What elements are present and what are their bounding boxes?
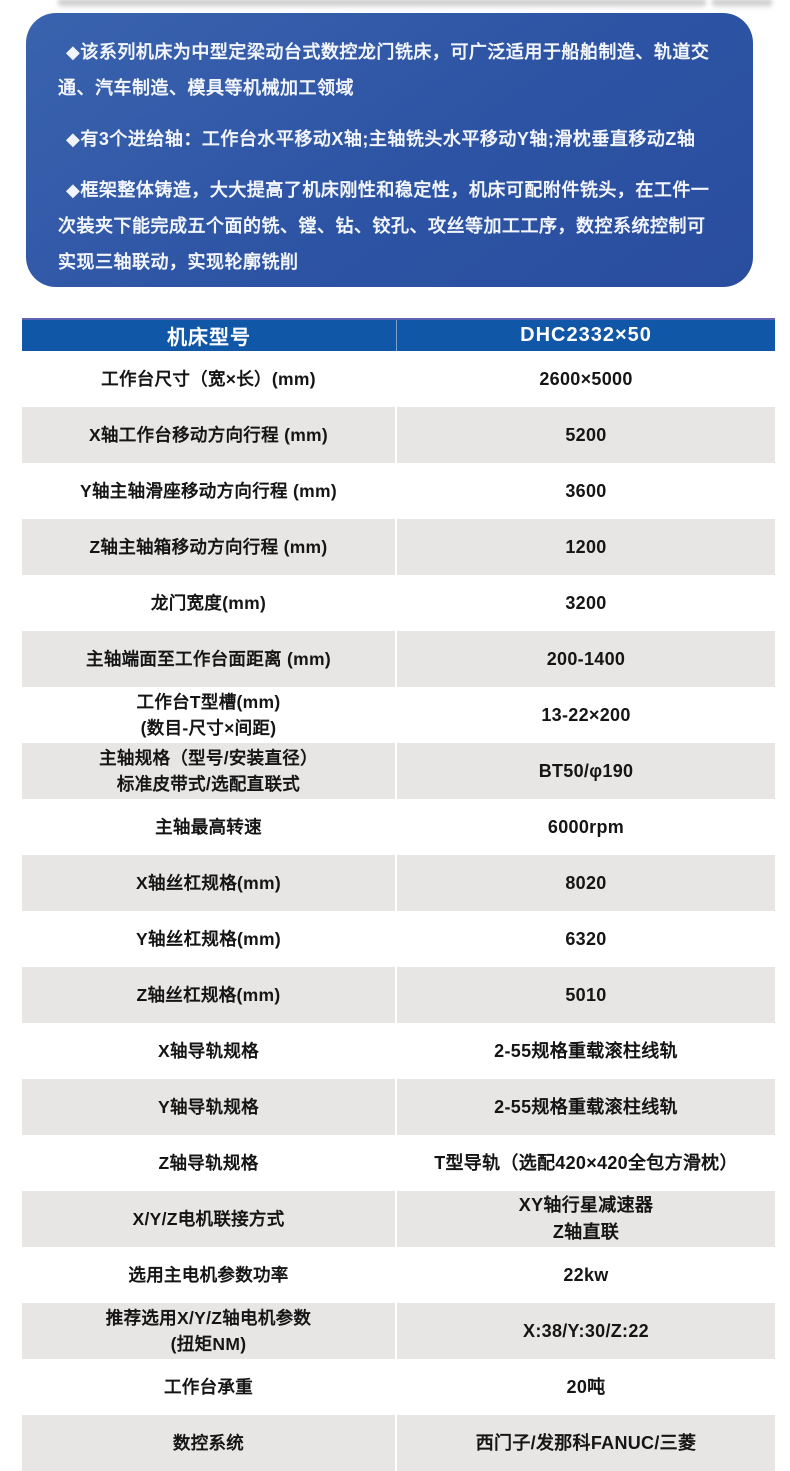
spec-label-cell: Z轴导轨规格	[22, 1135, 397, 1191]
spec-table-header-row: 机床型号 DHC2332×50	[22, 318, 775, 351]
spec-label-cell: 工作台承重	[22, 1359, 397, 1415]
spec-value-cell: 22kw	[563, 1264, 609, 1285]
spec-label-cell: Y轴主轴滑座移动方向行程 (mm)	[22, 463, 397, 519]
spec-label-cell: 数控系统	[22, 1415, 397, 1471]
spec-label-cell: 工作台尺寸（宽×长）(mm)	[22, 351, 397, 407]
spec-table-header-model-value: DHC2332×50	[520, 324, 652, 346]
table-row: 工作台尺寸（宽×长）(mm) 2600×5000	[22, 351, 775, 407]
spec-value-cell: 13-22×200	[541, 704, 631, 725]
table-row: X/Y/Z电机联接方式 XY轴行星减速器 Z轴直联	[22, 1191, 775, 1247]
spec-value-cell: 8020	[565, 872, 607, 893]
table-row: X轴丝杠规格(mm) 8020	[22, 855, 775, 911]
table-row: X轴工作台移动方向行程 (mm) 5200	[22, 407, 775, 463]
spec-label-cell: Y轴导轨规格	[22, 1079, 397, 1135]
table-row: 选用主电机参数功率 22kw	[22, 1247, 775, 1303]
spec-value-cell: 2-55规格重载滚柱线轨	[494, 1040, 678, 1061]
spec-value-cell: XY轴行星减速器 Z轴直联	[518, 1195, 654, 1242]
spec-label-cell: 主轴端面至工作台面距离 (mm)	[22, 631, 397, 687]
spec-value-cell: 6000rpm	[547, 816, 625, 837]
spec-label-cell: X/Y/Z电机联接方式	[22, 1191, 397, 1247]
table-row: Y轴导轨规格 2-55规格重载滚柱线轨	[22, 1079, 775, 1135]
spec-value-cell: T型导轨（选配420×420全包方滑枕）	[434, 1152, 738, 1173]
spec-label-cell: Z轴丝杠规格(mm)	[22, 967, 397, 1023]
spec-table-body: 工作台尺寸（宽×长）(mm) 2600×5000 X轴工作台移动方向行程 (mm…	[22, 351, 775, 1471]
spec-value-cell: 20吨	[566, 1376, 606, 1397]
spec-label-cell: 主轴最高转速	[22, 799, 397, 855]
table-row: Z轴导轨规格 T型导轨（选配420×420全包方滑枕）	[22, 1135, 775, 1191]
spec-label-cell: Z轴主轴箱移动方向行程 (mm)	[22, 519, 397, 575]
spec-value-cell: 5010	[565, 984, 607, 1005]
spec-label-cell: 龙门宽度(mm)	[22, 575, 397, 631]
table-row: X轴导轨规格 2-55规格重载滚柱线轨	[22, 1023, 775, 1079]
table-row: 工作台T型槽(mm) (数目-尺寸×间距) 13-22×200	[22, 687, 775, 743]
spec-table: 机床型号 DHC2332×50 工作台尺寸（宽×长）(mm) 2600×5000…	[22, 318, 775, 1471]
spec-value-cell: 200-1400	[546, 648, 626, 669]
spec-label-cell: X轴工作台移动方向行程 (mm)	[22, 407, 397, 463]
table-row: 推荐选用X/Y/Z轴电机参数 (扭矩NM) X:38/Y:30/Z:22	[22, 1303, 775, 1359]
spec-label-cell: 主轴规格（型号/安装直径） 标准皮带式/选配直联式	[22, 743, 397, 799]
spec-value-cell: 3600	[565, 480, 607, 501]
table-row: 主轴端面至工作台面距离 (mm) 200-1400	[22, 631, 775, 687]
spec-value-cell: 3200	[565, 592, 607, 613]
spec-label-cell: 工作台T型槽(mm) (数目-尺寸×间距)	[22, 687, 397, 743]
table-row: Y轴主轴滑座移动方向行程 (mm) 3600	[22, 463, 775, 519]
spec-value-cell: 1200	[565, 536, 607, 557]
spec-value-cell: 6320	[565, 928, 607, 949]
spec-value-cell: X:38/Y:30/Z:22	[523, 1320, 649, 1341]
table-row: 龙门宽度(mm) 3200	[22, 575, 775, 631]
spec-value-cell: BT50/φ190	[538, 760, 634, 781]
spec-table-header-model-label: 机床型号	[22, 320, 397, 351]
spec-label-cell: 选用主电机参数功率	[22, 1247, 397, 1303]
table-row: 工作台承重 20吨	[22, 1359, 775, 1415]
spec-value-cell: 2600×5000	[539, 368, 633, 389]
intro-bullet: ◆有3个进给轴：工作台水平移动X轴;主轴铣头水平移动Y轴;滑枕垂直移动Z轴	[66, 129, 696, 149]
table-row: Z轴主轴箱移动方向行程 (mm) 1200	[22, 519, 775, 575]
table-row: Y轴丝杠规格(mm) 6320	[22, 911, 775, 967]
spec-label-cell: Y轴丝杠规格(mm)	[22, 911, 397, 967]
spec-label-cell: 推荐选用X/Y/Z轴电机参数 (扭矩NM)	[22, 1303, 397, 1359]
table-row: 主轴规格（型号/安装直径） 标准皮带式/选配直联式 BT50/φ190	[22, 743, 775, 799]
spec-label-cell: X轴导轨规格	[22, 1023, 397, 1079]
spec-value-cell: 5200	[565, 424, 607, 445]
table-row: 主轴最高转速 6000rpm	[22, 799, 775, 855]
intro-bullet: ◆该系列机床为中型定梁动台式数控龙门铣床，可广泛适用于船舶制造、轨道交 通、汽车…	[58, 42, 710, 98]
table-row: Z轴丝杠规格(mm) 5010	[22, 967, 775, 1023]
spec-value-cell: 西门子/发那科FANUC/三菱	[475, 1432, 697, 1453]
spec-value-cell: 2-55规格重载滚柱线轨	[494, 1096, 678, 1117]
spec-label-cell: X轴丝杠规格(mm)	[22, 855, 397, 911]
intro-highlights-panel: ◆该系列机床为中型定梁动台式数控龙门铣床，可广泛适用于船舶制造、轨道交 通、汽车…	[26, 13, 753, 287]
intro-bullet: ◆框架整体铸造，大大提高了机床刚性和稳定性，机床可配附件铣头，在工件一 次装夹下…	[58, 180, 710, 272]
top-edge-shadow	[712, 0, 772, 9]
table-row: 数控系统 西门子/发那科FANUC/三菱	[22, 1415, 775, 1471]
top-edge-shadow	[58, 0, 706, 9]
